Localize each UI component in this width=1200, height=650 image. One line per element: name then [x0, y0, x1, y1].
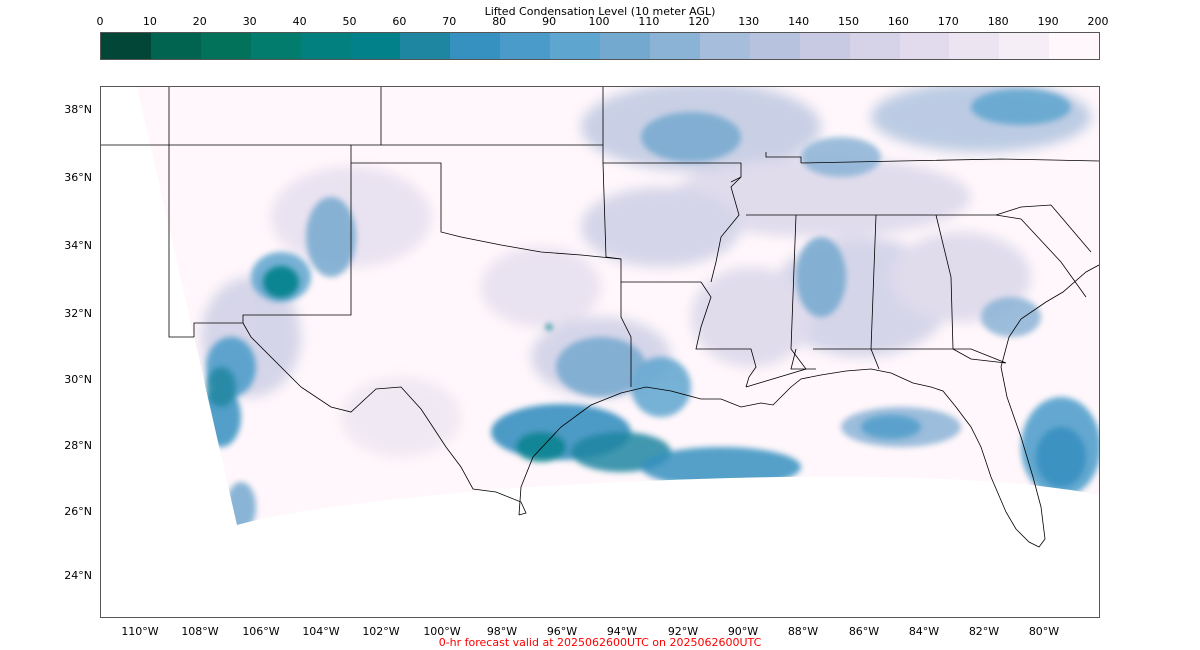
colorbar — [100, 32, 1100, 60]
colorbar-tick-label: 80 — [492, 15, 507, 28]
colorbar-tick-label: 50 — [342, 15, 357, 28]
lat-label: 32°N — [64, 307, 92, 320]
colorbar-tick-label: 120 — [688, 15, 710, 28]
colorbar-tick-label: 150 — [838, 15, 859, 28]
forecast-valid-caption: 0-hr forecast valid at 2025062600UTC on … — [438, 636, 762, 649]
lon-label: 110°W — [121, 625, 159, 638]
lon-label: 80°W — [1028, 625, 1060, 638]
colorbar-swatch — [200, 33, 251, 59]
colorbar-swatch — [749, 33, 800, 59]
lon-label: 84°W — [908, 625, 940, 638]
lon-label: 98°W — [486, 625, 518, 638]
colorbar-tick-label: 140 — [788, 15, 810, 28]
colorbar-title: Lifted Condensation Level (10 meter AGL) — [484, 5, 716, 18]
lat-label: 34°N — [64, 239, 92, 252]
colorbar-swatch — [600, 33, 650, 59]
lon-label: 92°W — [667, 625, 699, 638]
colorbar-tick-label: 90 — [542, 15, 557, 28]
lat-label: 30°N — [64, 373, 92, 386]
lon-label: 100°W — [423, 625, 461, 638]
colorbar-swatch — [799, 33, 850, 59]
colorbar-tick-label: 100 — [588, 15, 610, 28]
colorbar-tick-label: 110 — [638, 15, 660, 28]
colorbar-swatch — [999, 33, 1050, 59]
lat-label: 24°N — [64, 569, 92, 582]
colorbar-tick-label: 200 — [1087, 15, 1109, 28]
colorbar-swatch — [450, 33, 501, 59]
colorbar-tick-label: 20 — [192, 15, 207, 28]
lon-label: 86°W — [848, 625, 880, 638]
colorbar-tick-label: 190 — [1037, 15, 1059, 28]
colorbar-swatch — [1049, 33, 1100, 59]
colorbar-swatch — [350, 33, 401, 59]
lat-label: 26°N — [64, 505, 92, 518]
colorbar-swatch — [649, 33, 700, 59]
lon-label: 90°W — [727, 625, 759, 638]
colorbar-tick-label: 60 — [392, 15, 407, 28]
lon-label: 82°W — [968, 625, 1000, 638]
colorbar-swatch — [949, 33, 1000, 59]
colorbar-swatch — [899, 33, 950, 59]
lcl-field — [201, 87, 1099, 525]
lon-label: 88°W — [787, 625, 819, 638]
lon-label: 96°W — [546, 625, 578, 638]
lat-label: 36°N — [64, 171, 92, 184]
lon-label: 106°W — [242, 625, 280, 638]
colorbar-swatch — [849, 33, 900, 59]
lon-label: 102°W — [362, 625, 400, 638]
colorbar-tick-labels: 0 10 20 30 40 50 60 70 80 90 100 110 120 130 140 150 160… — [0, 15, 1200, 29]
colorbar-tick-label: 0 — [96, 15, 104, 28]
colorbar-swatch — [699, 33, 750, 59]
colorbar-swatch — [550, 33, 601, 59]
colorbar-tick-label: 130 — [738, 15, 760, 28]
colorbar-swatch — [400, 33, 451, 59]
colorbar-swatch — [500, 33, 551, 59]
lat-label: 38°N — [64, 103, 92, 116]
colorbar-swatch — [101, 33, 151, 59]
colorbar-tick-label: 70 — [442, 15, 457, 28]
colorbar-swatch — [150, 33, 201, 59]
map-panel — [100, 86, 1100, 618]
colorbar-tick-label: 30 — [242, 15, 257, 28]
colorbar-tick-label: 170 — [937, 15, 959, 28]
colorbar-swatch — [250, 33, 301, 59]
lon-label: 104°W — [302, 625, 340, 638]
lon-label: 94°W — [606, 625, 638, 638]
lon-label: 108°W — [181, 625, 219, 638]
colorbar-tick-label: 40 — [292, 15, 307, 28]
colorbar-tick-label: 160 — [887, 15, 909, 28]
state-boundaries — [101, 87, 1099, 548]
colorbar-tick-label: 180 — [987, 15, 1009, 28]
colorbar-swatch — [300, 33, 351, 59]
map-canvas — [101, 87, 1099, 548]
colorbar-tick-label: 10 — [142, 15, 157, 28]
lat-label: 28°N — [64, 439, 92, 452]
